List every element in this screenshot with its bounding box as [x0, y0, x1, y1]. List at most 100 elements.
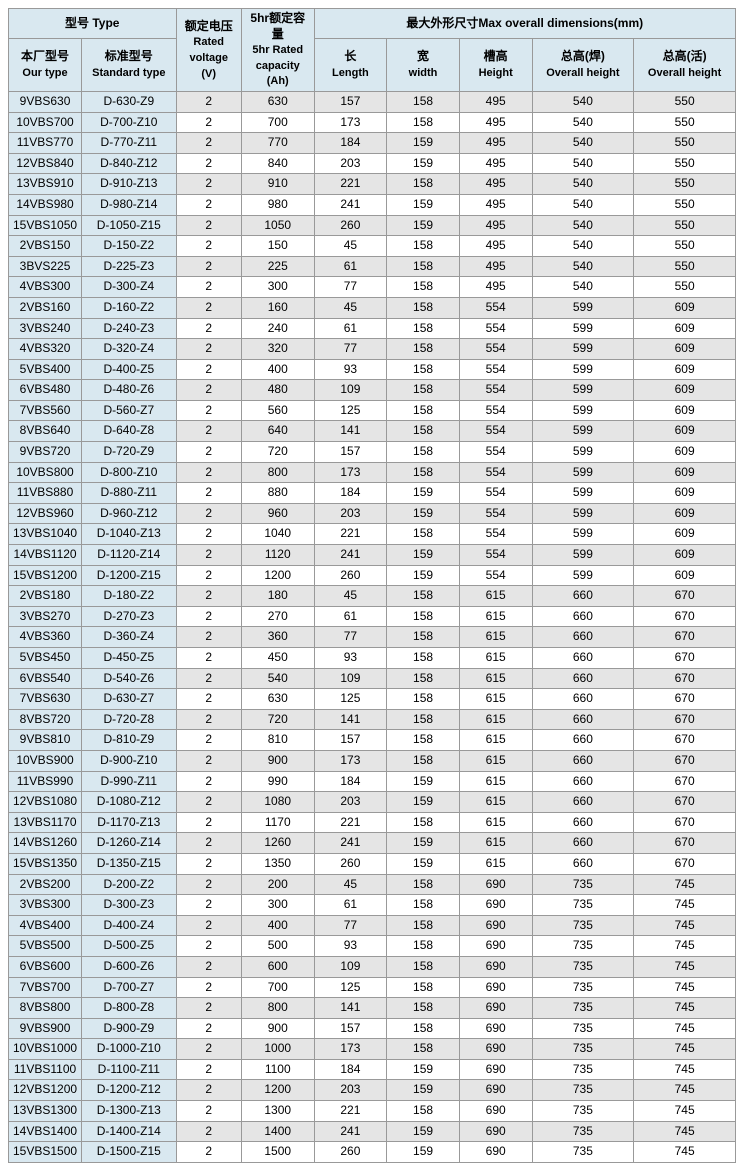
hdr-width-en: width [409, 67, 438, 79]
table-cell: D-560-Z7 [82, 400, 176, 421]
table-cell: 550 [634, 236, 736, 257]
table-cell: 609 [634, 442, 736, 463]
hdr-height: 槽高 Height [459, 39, 532, 92]
table-cell: 880 [241, 483, 314, 504]
table-cell: D-225-Z3 [82, 256, 176, 277]
table-cell: 550 [634, 153, 736, 174]
table-cell: 173 [314, 1039, 387, 1060]
table-cell: 690 [459, 1101, 532, 1122]
table-cell: D-320-Z4 [82, 339, 176, 360]
table-cell: 670 [634, 689, 736, 710]
table-cell: 500 [241, 936, 314, 957]
table-cell: 221 [314, 174, 387, 195]
table-cell: D-1040-Z13 [82, 524, 176, 545]
table-cell: 660 [532, 668, 634, 689]
table-cell: 241 [314, 545, 387, 566]
table-row: 9VBS630D-630-Z92630157158495540550 [9, 91, 736, 112]
table-cell: D-810-Z9 [82, 730, 176, 751]
table-cell: 12VBS960 [9, 503, 82, 524]
table-cell: 158 [387, 977, 460, 998]
table-cell: 700 [241, 112, 314, 133]
table-cell: 200 [241, 874, 314, 895]
table-cell: 600 [241, 956, 314, 977]
table-cell: 159 [387, 853, 460, 874]
table-cell: 61 [314, 606, 387, 627]
table-cell: 159 [387, 215, 460, 236]
table-cell: 690 [459, 1039, 532, 1060]
table-cell: 495 [459, 91, 532, 112]
table-cell: 554 [459, 318, 532, 339]
table-cell: 159 [387, 565, 460, 586]
table-cell: 495 [459, 277, 532, 298]
table-cell: 745 [634, 1142, 736, 1163]
table-cell: 320 [241, 339, 314, 360]
table-cell: 599 [532, 442, 634, 463]
table-cell: 609 [634, 297, 736, 318]
table-cell: D-910-Z13 [82, 174, 176, 195]
table-cell: 900 [241, 1018, 314, 1039]
hdr-capacity-unit: (Ah) [267, 75, 289, 87]
table-cell: 3VBS240 [9, 318, 82, 339]
table-cell: 550 [634, 174, 736, 195]
table-cell: 770 [241, 133, 314, 154]
table-cell: 670 [634, 833, 736, 854]
table-cell: 670 [634, 648, 736, 669]
table-cell: 2 [176, 1121, 241, 1142]
table-cell: 670 [634, 771, 736, 792]
table-cell: 980 [241, 194, 314, 215]
table-cell: D-960-Z12 [82, 503, 176, 524]
table-cell: 1080 [241, 792, 314, 813]
table-cell: 1400 [241, 1121, 314, 1142]
table-cell: 13VBS1170 [9, 812, 82, 833]
table-cell: D-700-Z7 [82, 977, 176, 998]
table-cell: 14VBS1120 [9, 545, 82, 566]
table-cell: 609 [634, 421, 736, 442]
table-cell: 660 [532, 689, 634, 710]
table-cell: 745 [634, 1080, 736, 1101]
table-body: 9VBS630D-630-Z9263015715849554055010VBS7… [9, 91, 736, 1162]
table-cell: D-300-Z4 [82, 277, 176, 298]
table-cell: D-720-Z9 [82, 442, 176, 463]
table-cell: 2 [176, 668, 241, 689]
hdr-height-cn: 槽高 [484, 49, 508, 63]
table-cell: 158 [387, 400, 460, 421]
table-cell: 159 [387, 1121, 460, 1142]
table-cell: 260 [314, 215, 387, 236]
table-cell: 745 [634, 1018, 736, 1039]
table-cell: 690 [459, 936, 532, 957]
table-cell: 745 [634, 1101, 736, 1122]
table-cell: 159 [387, 1142, 460, 1163]
table-row: 8VBS800D-800-Z82800141158690735745 [9, 998, 736, 1019]
table-cell: 2 [176, 359, 241, 380]
table-cell: 1350 [241, 853, 314, 874]
table-cell: 2 [176, 524, 241, 545]
hdr-our-type: 本厂型号 Our type [9, 39, 82, 92]
table-cell: D-980-Z14 [82, 194, 176, 215]
table-cell: 550 [634, 215, 736, 236]
table-cell: 2VBS180 [9, 586, 82, 607]
table-cell: 158 [387, 812, 460, 833]
table-cell: 599 [532, 565, 634, 586]
hdr-capacity-cn: 5hr额定容量 [250, 11, 305, 41]
table-cell: 93 [314, 936, 387, 957]
table-row: 15VBS1350D-1350-Z1521350260159615660670 [9, 853, 736, 874]
table-cell: 2 [176, 1142, 241, 1163]
table-cell: D-240-Z3 [82, 318, 176, 339]
table-cell: 599 [532, 339, 634, 360]
table-cell: 158 [387, 936, 460, 957]
table-cell: 2 [176, 648, 241, 669]
table-row: 4VBS300D-300-Z4230077158495540550 [9, 277, 736, 298]
table-cell: 615 [459, 750, 532, 771]
table-cell: 660 [532, 792, 634, 813]
table-row: 13VBS1040D-1040-Z1321040221158554599609 [9, 524, 736, 545]
table-cell: D-480-Z6 [82, 380, 176, 401]
table-cell: 690 [459, 956, 532, 977]
table-cell: 609 [634, 462, 736, 483]
hdr-width-cn: 宽 [417, 49, 429, 63]
table-cell: 158 [387, 174, 460, 195]
table-cell: 554 [459, 545, 532, 566]
table-cell: 221 [314, 1101, 387, 1122]
table-cell: 159 [387, 1080, 460, 1101]
table-row: 11VBS1100D-1100-Z1121100184159690735745 [9, 1059, 736, 1080]
table-cell: D-1300-Z13 [82, 1101, 176, 1122]
